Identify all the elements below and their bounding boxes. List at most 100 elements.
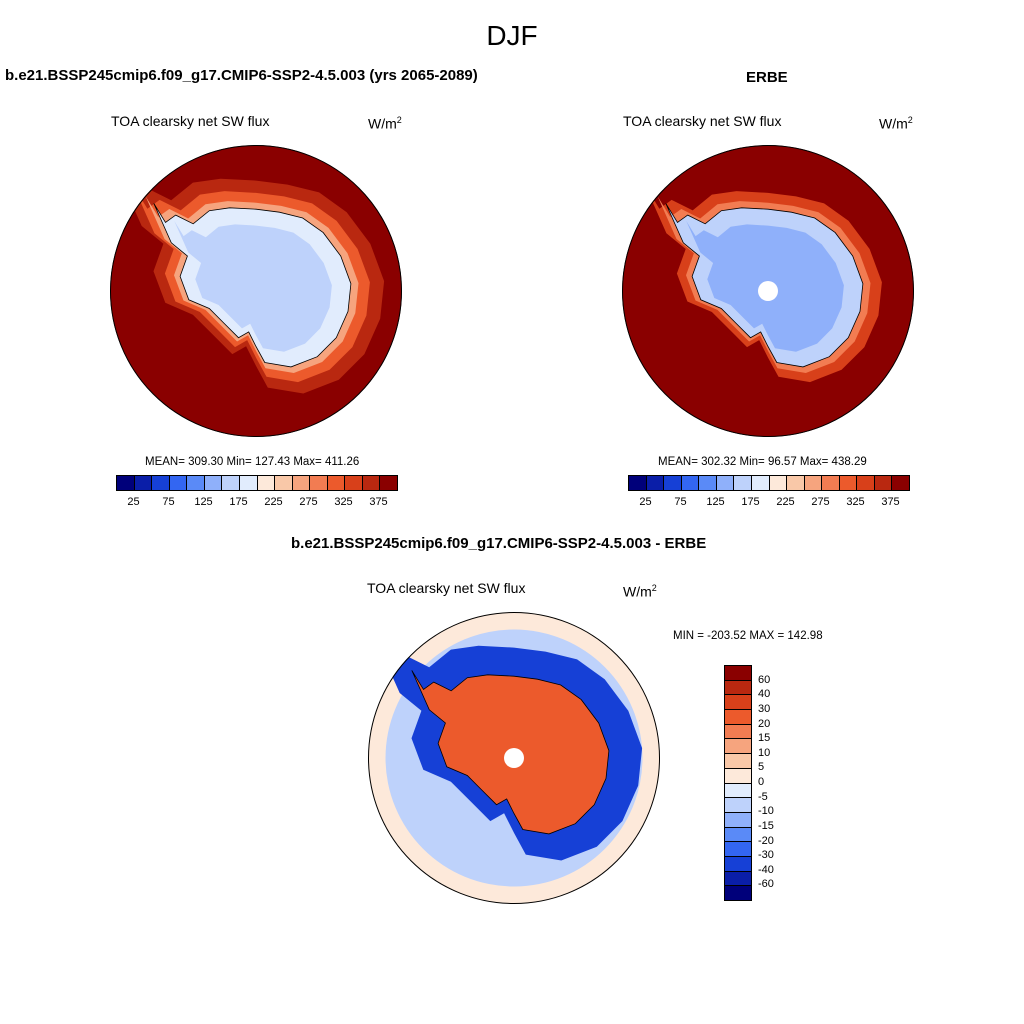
diff-polar-map [368,612,660,904]
colorbar-tick-label: 325 [846,496,865,508]
colorbar-box [822,476,840,490]
colorbar-box [725,871,751,887]
colorbar-tick-label: 25 [127,496,140,508]
colorbar-tick-label: 175 [229,496,248,508]
diff-panel-title: b.e21.BSSP245cmip6.f09_g17.CMIP6-SSP2-4.… [291,535,707,552]
colorbar-tick-label: 60 [758,673,771,686]
colorbar-box [725,710,751,725]
colorbar-box [362,476,381,490]
colorbar-tick-label: -5 [758,790,768,803]
colorbar-tick-label: -40 [758,863,774,876]
colorbar-tick-label: 375 [881,496,900,508]
colorbar-tick-label: -60 [758,878,774,891]
zone-antarctic-plateau [174,220,332,352]
colorbar-box [857,476,875,490]
colorbar-tick-label: 20 [758,717,771,730]
colorbar-box [725,827,751,843]
colorbar-tick-label: 275 [299,496,318,508]
diff-stats: MIN = -203.52 MAX = 142.98 [673,630,823,642]
colorbar-box [734,476,752,490]
colorbar-box [664,476,682,490]
colorbar-box [310,476,328,490]
colorbar-box [345,476,363,490]
missing-data-pole [758,281,778,301]
map-border [622,145,914,437]
obs-variable-label: TOA clearsky net SW flux [623,113,782,129]
colorbar-box [204,476,223,490]
colorbar-tick-label: 5 [758,761,765,774]
colorbar-box [117,476,135,490]
obs-polar-map [622,145,914,437]
colorbar-box [839,476,858,490]
colorbar-tick-label: -15 [758,819,774,832]
obs-units-label: W/m2 [879,115,913,132]
colorbar-tick-label: 15 [758,732,771,745]
colorbar-box [804,476,823,490]
colorbar-box [275,476,293,490]
colorbar-box [892,476,909,490]
colorbar-box [152,476,170,490]
colorbar-tick-label: 225 [264,496,283,508]
diff-variable-label: TOA clearsky net SW flux [367,580,526,596]
colorbar-box [380,476,397,490]
colorbar-box [725,798,751,813]
model-colorbar [116,475,398,491]
colorbar-tick-label: -20 [758,834,774,847]
colorbar-tick-label: -30 [758,849,774,862]
obs-panel-title: ERBE [746,69,788,86]
map-border [368,612,660,904]
missing-data-pole [504,748,524,768]
coastline [153,203,352,368]
colorbar-box [725,695,751,711]
colorbar-tick-label: 275 [811,496,830,508]
model-variable-label: TOA clearsky net SW flux [111,113,270,129]
colorbar-box [646,476,665,490]
colorbar-box [716,476,735,490]
colorbar-tick-label: 175 [741,496,760,508]
colorbar-box [239,476,258,490]
colorbar-tick-label: 30 [758,702,771,715]
diff-colorbar [724,665,752,901]
colorbar-box [725,842,751,857]
model-colorbar-ticks: 25 75 125 175 225 275 325 375 [116,496,396,510]
colorbar-box [699,476,717,490]
diff-units-label: W/m2 [623,583,657,600]
colorbar-box [874,476,893,490]
model-polar-map [110,145,402,437]
colorbar-tick-label: 25 [639,496,652,508]
colorbar-tick-label: -10 [758,805,774,818]
colorbar-box [681,476,700,490]
colorbar-box [725,886,751,900]
colorbar-tick-label: 40 [758,688,771,701]
colorbar-tick-label: 125 [706,496,725,508]
obs-colorbar [628,475,910,491]
colorbar-tick-label: 125 [194,496,213,508]
colorbar-box [169,476,188,490]
colorbar-box [327,476,346,490]
colorbar-tick-label: 325 [334,496,353,508]
colorbar-box [787,476,805,490]
colorbar-tick-label: 75 [162,496,175,508]
coastline [665,203,864,368]
colorbar-box [222,476,240,490]
colorbar-box [725,739,751,755]
colorbar-box [629,476,647,490]
season-title: DJF [486,20,538,51]
colorbar-box [725,783,751,799]
obs-stats: MEAN= 302.32 Min= 96.57 Max= 438.29 [658,456,867,468]
colorbar-box [725,754,751,769]
colorbar-box [725,812,751,828]
colorbar-box [725,768,751,784]
model-stats: MEAN= 309.30 Min= 127.43 Max= 411.26 [145,456,360,468]
diff-colorbar-ticks: 60 40 30 20 15 10 5 0 -5 -10 -15 -20 -30 -40 -60 [758,665,798,899]
colorbar-box [751,476,770,490]
map-border [110,145,402,437]
colorbar-box [769,476,788,490]
colorbar-box [187,476,205,490]
colorbar-tick-label: 375 [369,496,388,508]
colorbar-box [725,666,751,681]
model-panel-title: b.e21.BSSP245cmip6.f09_g17.CMIP6-SSP2-4.… [5,67,478,84]
colorbar-box [257,476,276,490]
obs-colorbar-ticks: 25 75 125 175 225 275 325 375 [628,496,908,510]
coastline [411,670,610,835]
